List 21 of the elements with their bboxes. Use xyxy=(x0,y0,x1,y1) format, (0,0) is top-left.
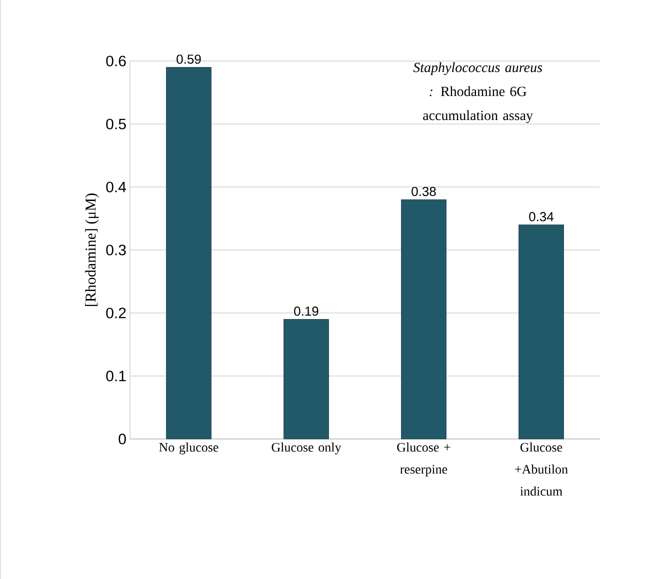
bar xyxy=(284,319,329,440)
data-label: 0.34 xyxy=(529,212,554,222)
y-axis-title: [Rhodamine] (μM) xyxy=(85,194,99,306)
y-tick-label: 0.6 xyxy=(106,56,126,66)
y-tick-label: 0.1 xyxy=(106,370,126,382)
y-tick-label: 0.3 xyxy=(106,244,126,256)
data-label: 0.19 xyxy=(294,306,318,316)
y-tick-label: 0.2 xyxy=(106,308,126,318)
bar xyxy=(518,224,564,440)
x-tick-label: No glucose xyxy=(159,442,218,454)
x-tick-label: Glucose +Abutilon indicum xyxy=(515,442,568,496)
data-label: 0.59 xyxy=(176,54,201,64)
data-label: 0.38 xyxy=(412,186,436,196)
x-tick-label: Glucose only xyxy=(272,442,342,454)
text: Staphylococcus aureus : Rhodamine 6G accumulation assay xyxy=(413,62,542,124)
y-tick-label: 0.4 xyxy=(106,182,126,192)
y-tick-label: 0.5 xyxy=(106,118,126,130)
bar xyxy=(401,199,446,440)
bar xyxy=(166,67,212,440)
y-tick-label: 0 xyxy=(118,434,126,444)
x-tick-label: Glucose + reserpine xyxy=(397,442,450,476)
